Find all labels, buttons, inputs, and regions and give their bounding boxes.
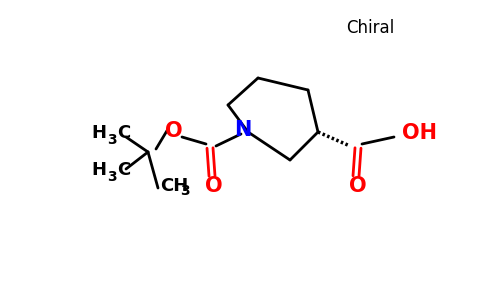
- Text: H: H: [91, 161, 106, 179]
- Text: 3: 3: [180, 184, 190, 198]
- Text: CH: CH: [160, 177, 188, 195]
- Text: Chiral: Chiral: [346, 19, 394, 37]
- Text: OH: OH: [402, 123, 437, 143]
- Text: H: H: [91, 124, 106, 142]
- Text: 3: 3: [107, 170, 117, 184]
- Text: O: O: [205, 176, 223, 196]
- Text: C: C: [117, 124, 130, 142]
- Text: O: O: [349, 176, 367, 196]
- Text: N: N: [234, 120, 252, 140]
- Text: C: C: [117, 161, 130, 179]
- Text: O: O: [165, 121, 183, 141]
- Text: 3: 3: [107, 133, 117, 147]
